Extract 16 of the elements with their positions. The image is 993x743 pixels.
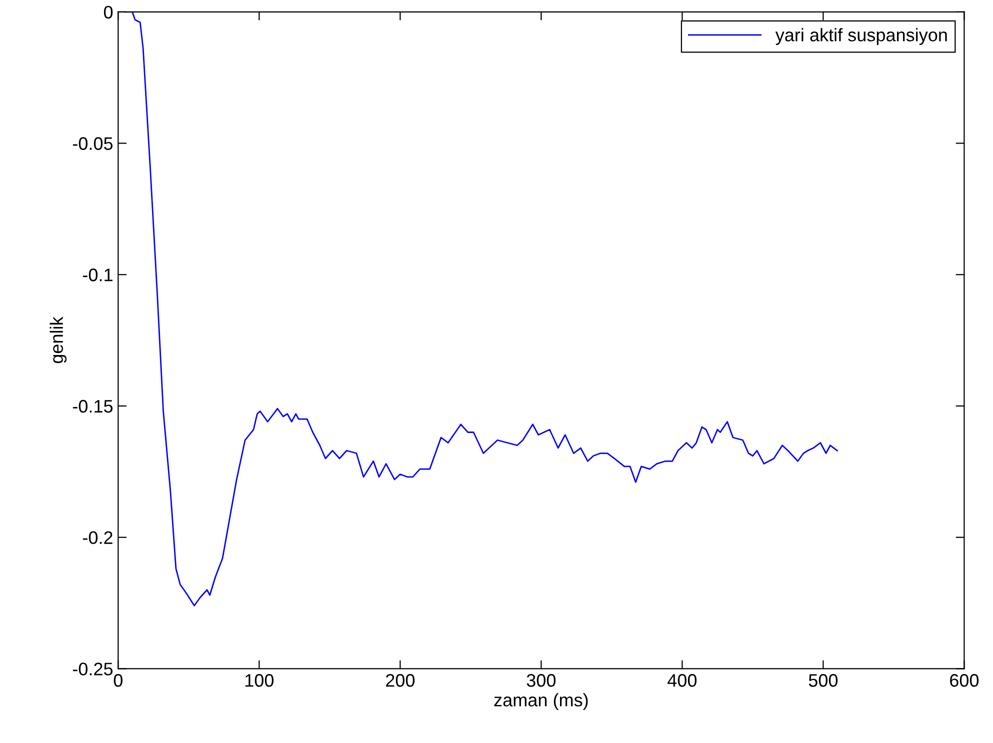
y-axis-title: genlik (50, 316, 67, 364)
x-tick-label: 400 (668, 674, 697, 687)
y-tick-label: 0 (104, 6, 113, 19)
x-tick-label: 500 (808, 674, 838, 687)
x-tick-label: 300 (526, 674, 556, 687)
x-tick-label: 100 (245, 674, 274, 687)
x-axis-title: zaman (ms) (494, 693, 588, 710)
x-tick-label: 0 (114, 674, 122, 687)
y-tick-label: -0.25 (72, 662, 113, 676)
y-tick-label: -0.15 (72, 400, 113, 413)
y-tick-label: -0.2 (83, 531, 112, 544)
y-tick-label: -0.05 (72, 137, 113, 150)
y-tick-label: -0.1 (83, 268, 112, 282)
x-tick-label: 600 (950, 674, 979, 687)
x-tick-label: 200 (386, 674, 415, 687)
legend-label: yari aktif suspansiyon (775, 28, 947, 45)
